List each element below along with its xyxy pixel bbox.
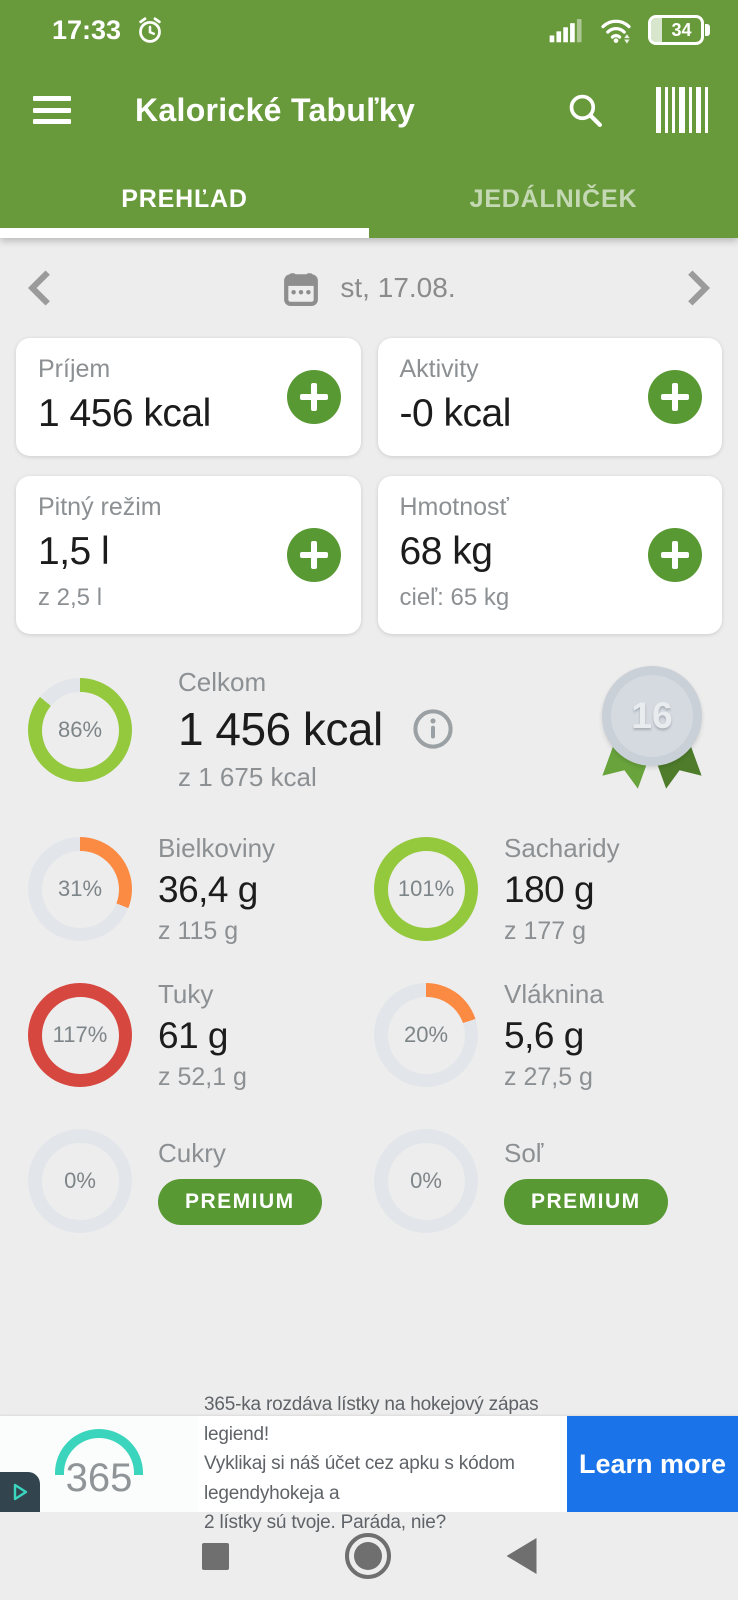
total-summary: 86% Celkom 1 456 kcal z 1 675 kcal 16 — [0, 660, 738, 800]
ring-percent: 0% — [387, 1142, 465, 1220]
date-navigation: st, 17.08. — [0, 238, 738, 338]
tab-bar: PREHĽAD JEDÁLNIČEK — [0, 160, 738, 238]
tab-indicator — [0, 228, 369, 238]
card-value: 1 456 kcal — [38, 392, 211, 435]
nutrient-label: Cukry — [158, 1137, 226, 1168]
add-weight-button[interactable] — [648, 528, 702, 582]
nutrient-sol: 0% Soľ PREMIUM — [374, 1108, 710, 1254]
badge-number: 16 — [611, 675, 693, 757]
back-button[interactable] — [506, 1538, 537, 1574]
tab-prehlad[interactable]: PREHĽAD — [121, 184, 248, 213]
premium-button[interactable]: PREMIUM — [504, 1178, 668, 1225]
ad-text: 365-ka rozdáva lístky na hokejový zápas … — [204, 1394, 539, 1534]
add-intake-button[interactable] — [286, 370, 341, 424]
premium-button[interactable]: PREMIUM — [158, 1178, 322, 1225]
card-value: 68 kg — [399, 530, 493, 573]
nutrient-value: 5,6 g — [504, 1014, 584, 1056]
adchoices-icon[interactable] — [0, 1472, 40, 1512]
card-label: Hmotnosť — [399, 493, 509, 521]
nutrient-value: 180 g — [504, 868, 595, 910]
search-icon[interactable] — [564, 89, 606, 131]
ring-percent: 101% — [387, 850, 465, 928]
status-time: 17:33 — [52, 14, 122, 45]
nutrient-ring: 0% — [374, 1129, 478, 1233]
nutrient-vlaknina: 20% Vláknina 5,6 g z 27,5 g — [374, 962, 710, 1108]
nutrient-sub: z 27,5 g — [504, 1062, 593, 1091]
home-button[interactable] — [344, 1533, 391, 1579]
ring-percent: 20% — [387, 996, 465, 1074]
nutrient-label: Soľ — [504, 1137, 544, 1168]
card-prijem: Príjem 1 456 kcal — [16, 338, 361, 456]
card-pitny-rezim: Pitný režim 1,5 l z 2,5 l — [16, 476, 361, 634]
card-label: Pitný režim — [38, 493, 162, 521]
barcode-scanner-icon[interactable] — [656, 87, 708, 133]
card-sub: z 2,5 l — [38, 584, 103, 611]
nutrient-sacharidy: 101% Sacharidy 180 g z 177 g — [374, 816, 710, 962]
nutrient-label: Tuky — [158, 978, 214, 1009]
summary-cards: Príjem 1 456 kcal Aktivity -0 kcal Pitný… — [0, 338, 738, 634]
summary-sub: z 1 675 kcal — [178, 762, 317, 792]
ring-percent: 0% — [41, 1142, 119, 1220]
achievement-badge: 16 — [598, 666, 706, 792]
summary-value: 1 456 kcal — [178, 703, 383, 755]
nutrient-value: 36,4 g — [158, 868, 258, 910]
status-bar: 17:33 — [0, 0, 738, 60]
nutrient-tuky: 117% Tuky 61 g z 52,1 g — [28, 962, 364, 1108]
tab-jedalnicek[interactable]: JEDÁLNIČEK — [469, 184, 638, 213]
prev-day-chevron[interactable] — [26, 268, 54, 308]
page-title: Kalorické Tabuľky — [135, 91, 416, 128]
nutrient-sub: z 177 g — [504, 916, 587, 945]
ad-logo-text: 365 — [65, 1456, 133, 1500]
ad-logo: 365 — [0, 1416, 198, 1512]
nutrient-sub: z 115 g — [158, 916, 239, 945]
ring-percent: 86% — [41, 691, 119, 769]
menu-icon[interactable] — [33, 96, 71, 124]
nutrient-label: Vláknina — [504, 978, 604, 1009]
android-nav-bar — [0, 1512, 738, 1600]
battery-level: 34 — [671, 19, 692, 40]
nutrient-ring: 31% — [28, 837, 132, 941]
alarm-icon — [139, 17, 161, 43]
ad-banner[interactable]: 365 365-ka rozdáva lístky na hokejový zá… — [0, 1394, 738, 1534]
info-icon[interactable] — [411, 707, 455, 751]
nutrient-ring: 117% — [28, 983, 132, 1087]
add-activity-button[interactable] — [648, 370, 702, 424]
nutrient-bielkoviny: 31% Bielkoviny 36,4 g z 115 g — [28, 816, 364, 962]
total-progress-ring: 86% — [28, 678, 132, 782]
card-label: Aktivity — [399, 355, 479, 383]
ring-percent: 31% — [41, 850, 119, 928]
ad-cta-button[interactable]: Learn more — [567, 1416, 738, 1512]
badge-medal: 16 — [602, 666, 702, 766]
card-sub: cieľ: 65 kg — [399, 584, 510, 611]
nutrient-cukry: 0% Cukry PREMIUM — [28, 1108, 364, 1254]
recents-button[interactable] — [201, 1542, 229, 1570]
nutrients-grid: 31% Bielkoviny 36,4 g z 115 g 101% Sacha… — [0, 816, 738, 1254]
nutrient-value: 61 g — [158, 1014, 229, 1056]
ring-percent: 117% — [41, 996, 119, 1074]
card-aktivity: Aktivity -0 kcal — [377, 338, 722, 456]
app-header: 17:33 — [0, 0, 738, 238]
nutrient-label: Bielkoviny — [158, 832, 276, 863]
card-value: -0 kcal — [399, 392, 512, 435]
nutrient-ring: 20% — [374, 983, 478, 1087]
card-label: Príjem — [38, 355, 111, 383]
wifi-icon — [601, 19, 631, 44]
nutrient-sub: z 52,1 g — [158, 1062, 247, 1091]
nutrient-ring: 0% — [28, 1129, 132, 1233]
card-value: 1,5 l — [38, 530, 110, 573]
app-bar: Kalorické Tabuľky — [0, 60, 738, 160]
signal-icon — [549, 19, 582, 43]
nutrient-label: Sacharidy — [504, 832, 620, 863]
current-date: st, 17.08. — [340, 272, 456, 303]
calendar-icon[interactable] — [282, 269, 320, 307]
card-hmotnost: Hmotnosť 68 kg cieľ: 65 kg — [377, 476, 722, 634]
add-water-button[interactable] — [286, 528, 341, 582]
next-day-chevron[interactable] — [684, 268, 712, 308]
summary-label: Celkom — [178, 667, 267, 697]
battery-icon: 34 — [648, 15, 710, 45]
nutrient-ring: 101% — [374, 837, 478, 941]
